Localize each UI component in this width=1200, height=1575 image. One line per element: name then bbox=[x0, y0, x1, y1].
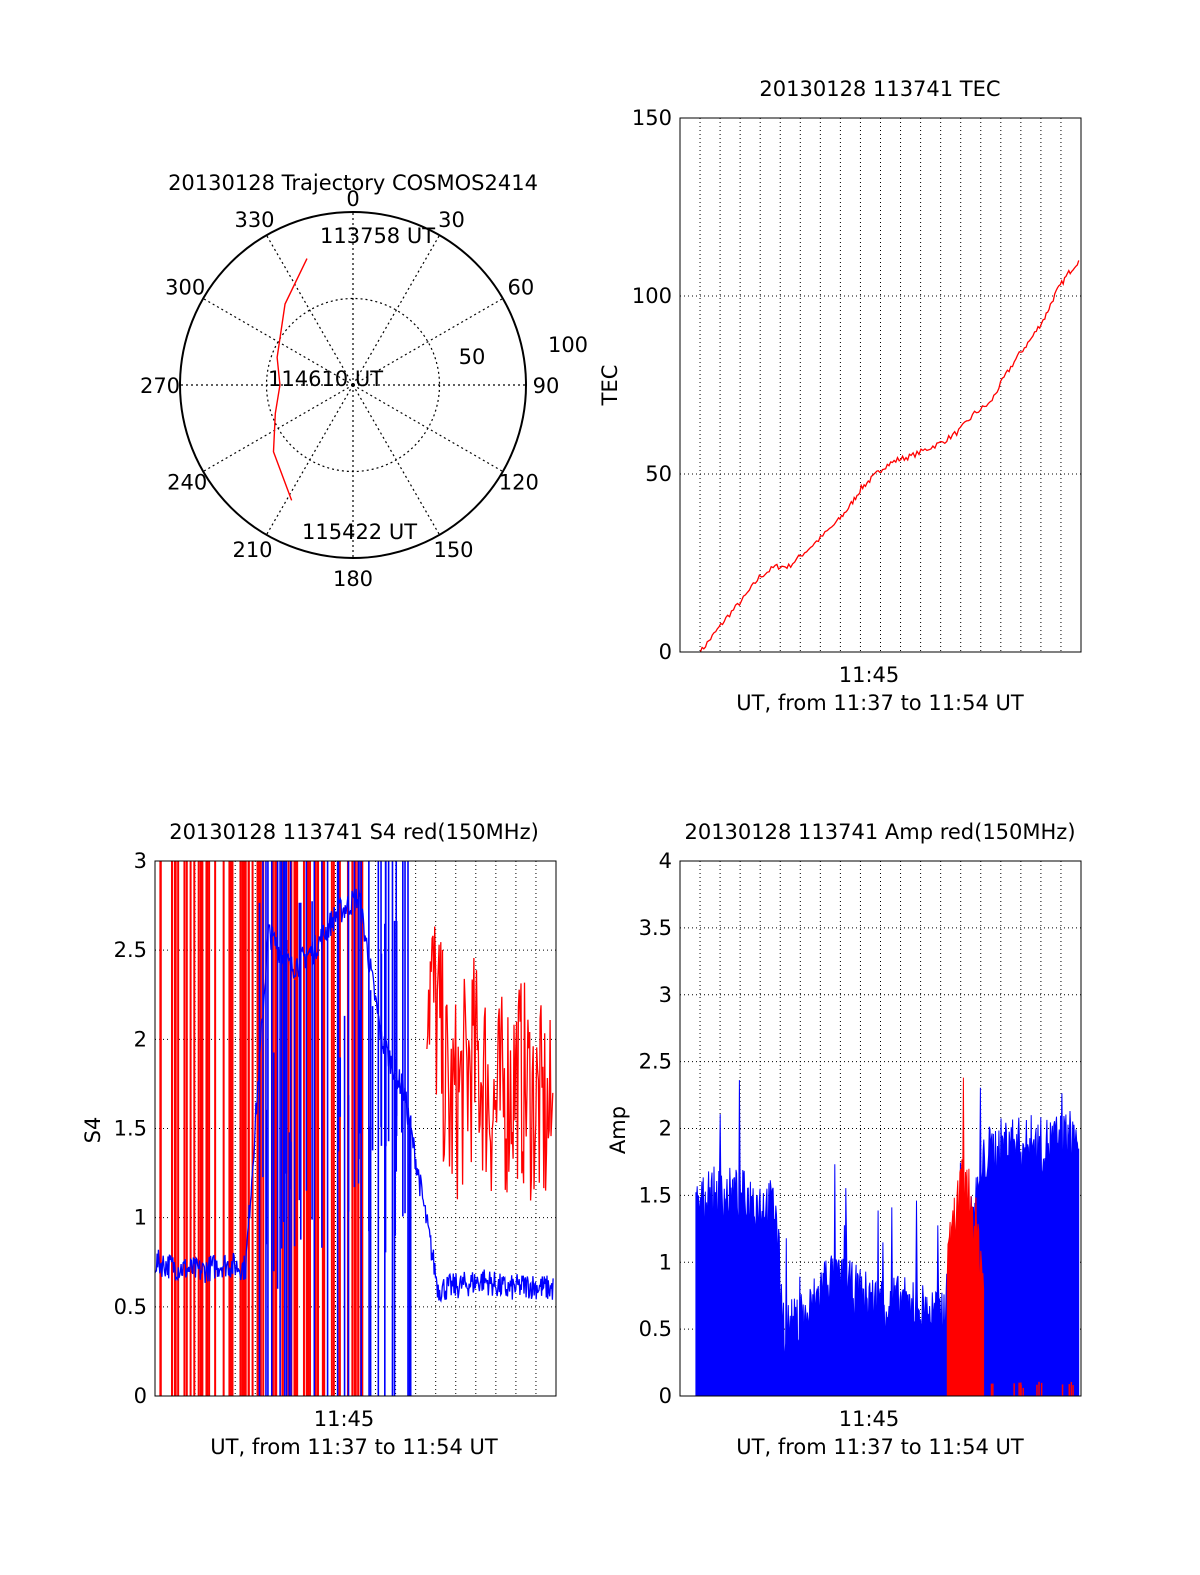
amp-y-tick-label: 4 bbox=[659, 849, 672, 873]
polar-angle-label: 270 bbox=[140, 374, 180, 398]
polar-angle-label: 120 bbox=[499, 471, 539, 495]
tec-x-tick-label: 11:45 bbox=[839, 663, 900, 687]
amp-blue-series-area bbox=[695, 1080, 1080, 1397]
polar-angle-label: 0 bbox=[346, 187, 359, 211]
polar-spoke bbox=[352, 234, 441, 386]
s4-y-tick-label: 2.5 bbox=[114, 938, 147, 962]
trajectory-start-label: 113758 UT bbox=[320, 224, 435, 248]
polar-spoke bbox=[352, 297, 504, 386]
trajectory-line bbox=[272, 258, 308, 501]
polar-angle-label: 90 bbox=[533, 374, 560, 398]
s4-y-tick-label: 0 bbox=[134, 1384, 147, 1408]
amp-y-tick-label: 0.5 bbox=[639, 1317, 672, 1341]
polar-outer-circle bbox=[179, 211, 527, 559]
s4-blue-series-line bbox=[154, 888, 554, 1303]
s4-y-tick-label: 2 bbox=[134, 1027, 147, 1051]
polar-angle-label: 60 bbox=[507, 276, 534, 300]
s4-y-tick-label: 0.5 bbox=[114, 1295, 147, 1319]
radial-label-100: 100 bbox=[548, 333, 588, 357]
amp-y-tick-label: 3 bbox=[659, 983, 672, 1007]
amp-y-axis-label: Amp bbox=[606, 1106, 630, 1154]
trajectory-end-label: 115422 UT bbox=[302, 520, 417, 544]
radial-label-50: 50 bbox=[459, 345, 486, 369]
tec-y-tick-label: 0 bbox=[659, 640, 672, 664]
polar-angle-label: 240 bbox=[167, 471, 207, 495]
polar-angle-label: 180 bbox=[333, 567, 373, 591]
s4-title: 20130128 113741 S4 red(150MHz) bbox=[169, 820, 539, 844]
tec-x-axis-label: UT, from 11:37 to 11:54 UT bbox=[736, 691, 1024, 715]
s4-red-spikes bbox=[159, 861, 364, 1396]
tec-chart: 20130128 113741 TEC 0 50 100 150 11:45 UT, … bbox=[598, 77, 1082, 715]
polar-angle-label: 150 bbox=[433, 538, 473, 562]
s4-y-tick-label: 1 bbox=[134, 1206, 147, 1230]
s4-y-tick-label: 3 bbox=[134, 849, 147, 873]
amp-title: 20130128 113741 Amp red(150MHz) bbox=[684, 820, 1075, 844]
polar-title: 20130128 Trajectory COSMOS2414 bbox=[168, 171, 538, 195]
polar-spoke bbox=[352, 384, 441, 536]
polar-angle-labels: 0 30 60 90 120 150 180 210 240 270 300 330 bbox=[140, 187, 559, 591]
amp-y-tick-label: 1 bbox=[659, 1250, 672, 1274]
amp-red-series-area bbox=[946, 1077, 985, 1397]
amp-y-tick-label: 0 bbox=[659, 1384, 672, 1408]
amp-y-tick-label: 2.5 bbox=[639, 1050, 672, 1074]
tec-y-axis-label: TEC bbox=[598, 365, 622, 407]
amp-plot-frame bbox=[679, 860, 1082, 1397]
polar-spoke bbox=[352, 384, 504, 473]
amp-y-tick-label: 3.5 bbox=[639, 916, 672, 940]
polar-angle-label: 30 bbox=[438, 208, 465, 232]
s4-x-axis-label: UT, from 11:37 to 11:54 UT bbox=[210, 1435, 498, 1459]
polar-spoke bbox=[202, 384, 354, 473]
amp-x-tick-label: 11:45 bbox=[839, 1407, 900, 1431]
amp-y-ticks: 0 0.5 1 1.5 2 2.5 3 3.5 4 bbox=[639, 849, 672, 1408]
s4-plot-frame bbox=[154, 860, 557, 1397]
amp-y-tick-label: 1.5 bbox=[639, 1183, 672, 1207]
tec-series-line bbox=[699, 260, 1080, 653]
s4-y-tick-label: 1.5 bbox=[114, 1117, 147, 1141]
s4-y-axis-label: S4 bbox=[81, 1117, 105, 1144]
polar-chart: 20130128 Trajectory COSMOS2414 0 30 60 90 12… bbox=[140, 171, 588, 591]
tec-title: 20130128 113741 TEC bbox=[759, 77, 1000, 101]
s4-y-ticks: 0 0.5 1 1.5 2 2.5 3 bbox=[114, 849, 147, 1408]
polar-spoke bbox=[202, 297, 354, 386]
tec-y-ticks: 0 50 100 150 bbox=[632, 106, 672, 664]
s4-chart: 20130128 113741 S4 red(150MHz) 0 0.5 1 1.5 2… bbox=[81, 820, 557, 1459]
tec-y-tick-label: 100 bbox=[632, 284, 672, 308]
tec-y-tick-label: 50 bbox=[645, 462, 672, 486]
tec-plot-frame bbox=[679, 117, 1082, 653]
polar-angle-label: 210 bbox=[232, 538, 272, 562]
polar-spoke bbox=[265, 234, 354, 386]
polar-angle-label: 330 bbox=[234, 208, 274, 232]
amp-red-baseline-marks bbox=[990, 1381, 1074, 1396]
polar-grid bbox=[179, 211, 527, 559]
polar-angle-label: 300 bbox=[165, 276, 205, 300]
trajectory-mid-label: 114610 UT bbox=[268, 367, 383, 391]
s4-red-series-line bbox=[426, 926, 554, 1201]
amp-chart: 20130128 113741 Amp red(150MHz) 0 0.5 1 1.5… bbox=[606, 820, 1082, 1459]
polar-spoke bbox=[265, 384, 354, 536]
s4-x-tick-label: 11:45 bbox=[314, 1407, 375, 1431]
tec-grid bbox=[680, 118, 1081, 652]
tec-y-tick-label: 150 bbox=[632, 106, 672, 130]
amp-x-axis-label: UT, from 11:37 to 11:54 UT bbox=[736, 1435, 1024, 1459]
amp-y-tick-label: 2 bbox=[659, 1117, 672, 1141]
s4-blue-spikes bbox=[258, 861, 412, 1396]
